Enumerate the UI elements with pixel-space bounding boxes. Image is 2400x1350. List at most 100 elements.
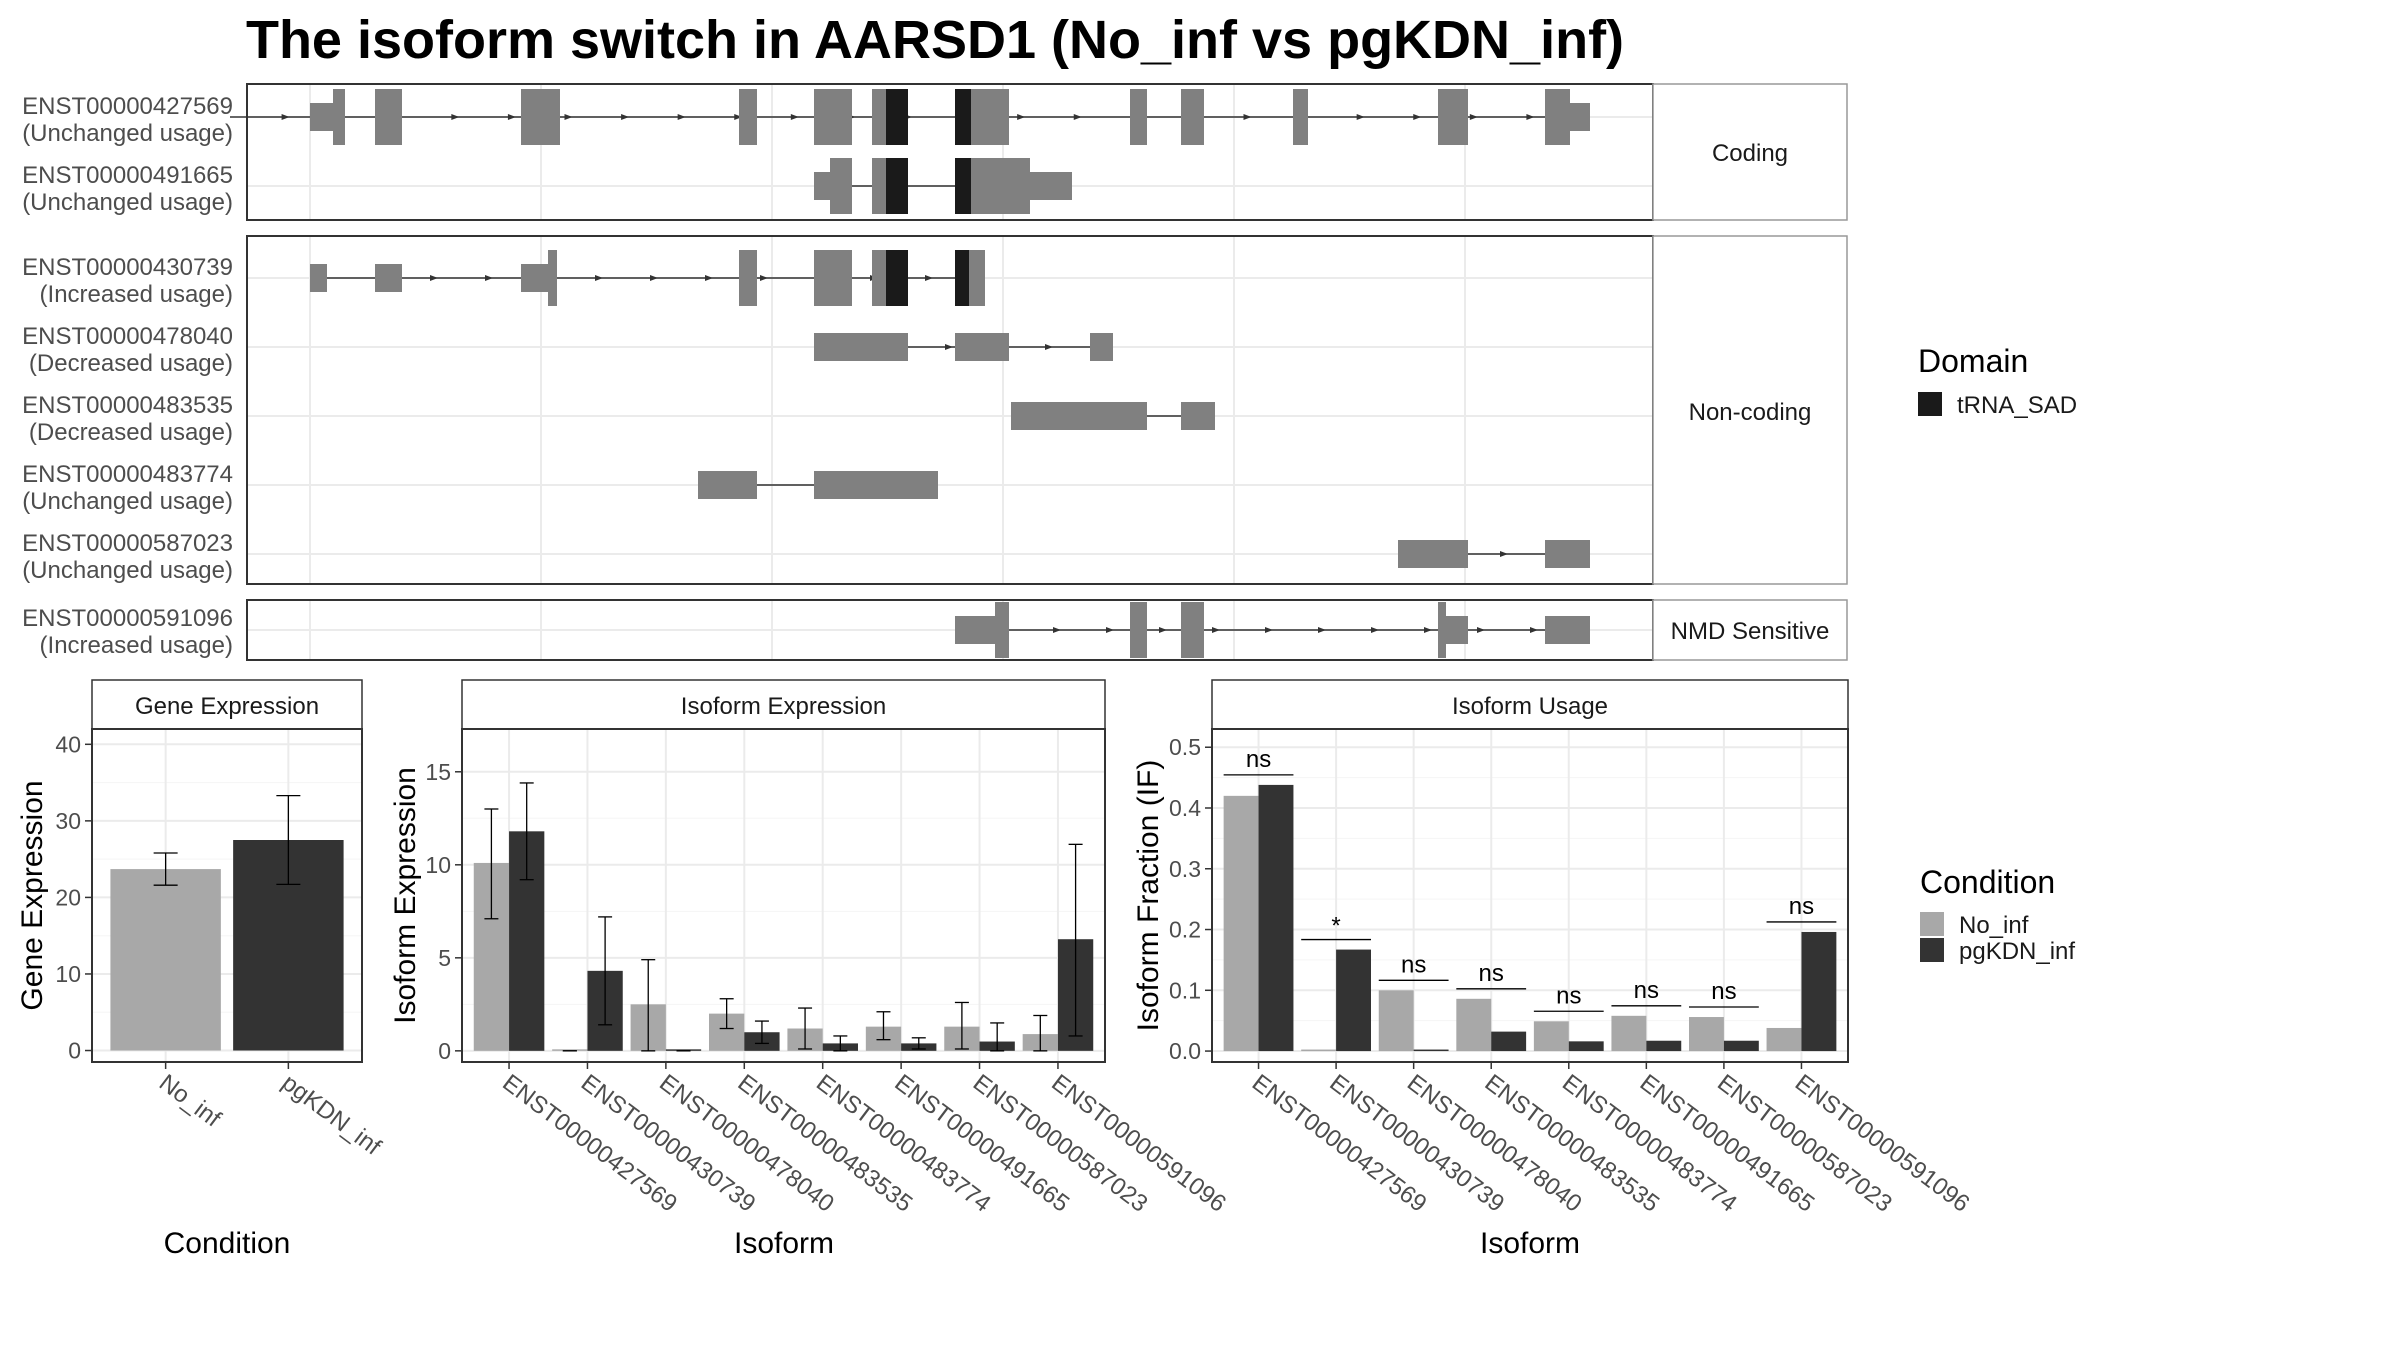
- strand-arrow: [1073, 114, 1082, 120]
- strand-arrow: [925, 275, 933, 281]
- significance-label: *: [1331, 913, 1340, 940]
- exon: [814, 172, 830, 200]
- isoform-row-id: ENST00000591096: [22, 605, 233, 632]
- strand-arrow: [507, 114, 516, 120]
- isoform-row-id: ENST00000483535: [22, 392, 233, 419]
- isoform-row-usage: (Unchanged usage): [22, 557, 233, 584]
- exon: [310, 264, 327, 292]
- isoform-row-usage: (Decreased usage): [29, 419, 233, 446]
- strand-arrow: [564, 114, 573, 120]
- exon: [830, 158, 852, 214]
- exon: [955, 89, 971, 145]
- strand-arrow: [595, 275, 603, 281]
- exon: [1545, 540, 1590, 568]
- exon: [872, 89, 886, 145]
- bar-pgKDN_inf-ENST00000430739: [1336, 949, 1371, 1052]
- exon: [1293, 89, 1308, 145]
- exon: [872, 158, 886, 214]
- chart-strip: [461, 679, 1106, 730]
- y-tick-label: 0: [68, 1038, 81, 1064]
- strand-arrow: [677, 114, 686, 120]
- coding-strip-label: Coding: [1712, 140, 1788, 167]
- exon: [375, 89, 402, 145]
- exon: [955, 250, 969, 306]
- chart-strip: [1211, 679, 1849, 730]
- bar-pgKDN_inf-ENST00000427569: [1258, 784, 1294, 1052]
- y-tick-label: 0.5: [1169, 734, 1201, 760]
- exon: [1181, 402, 1215, 430]
- y-tick-label: 0: [438, 1038, 451, 1064]
- nmd-strip: [1652, 599, 1848, 661]
- exon: [1130, 602, 1147, 658]
- strand-arrow: [1530, 627, 1538, 633]
- condition-legend-label-pgkdn-inf: pgKDN_inf: [1959, 938, 2075, 965]
- x-axis-title: Condition: [164, 1227, 291, 1260]
- x-axis-title: Isoform: [734, 1227, 834, 1260]
- bar-No_inf: [110, 869, 221, 1051]
- strand-arrow: [1318, 627, 1326, 633]
- significance-label: ns: [1479, 960, 1504, 987]
- bar-No_inf-ENST00000483535: [1456, 998, 1492, 1052]
- y-tick-label: 0.2: [1169, 917, 1201, 943]
- strand-arrow: [451, 114, 460, 120]
- chart-strip-title: Isoform Expression: [681, 693, 886, 720]
- condition-legend-swatch-no-inf: [1920, 912, 1944, 936]
- strand-arrow: [1469, 114, 1478, 120]
- y-tick-label: 10: [55, 961, 81, 987]
- exon: [310, 103, 333, 131]
- chart-strip: [91, 679, 363, 730]
- exon: [521, 264, 548, 292]
- x-axis-title: Isoform: [1480, 1227, 1580, 1260]
- strand-arrow: [1106, 627, 1114, 633]
- y-tick-label: 0.1: [1169, 977, 1201, 1003]
- strand-arrow: [1159, 627, 1167, 633]
- exon: [814, 471, 938, 499]
- strand-arrow: [1371, 627, 1379, 633]
- y-tick-label: 0.4: [1169, 795, 1201, 821]
- y-axis-title: Gene Expression: [16, 780, 49, 1010]
- y-tick-label: 5: [438, 945, 451, 971]
- nmd-strip-label: NMD Sensitive: [1671, 618, 1830, 645]
- strand-arrow: [734, 114, 743, 120]
- strand-arrow: [1356, 114, 1365, 120]
- exon: [971, 158, 1030, 214]
- strand-arrow: [1212, 627, 1220, 633]
- exon: [1130, 89, 1147, 145]
- exon: [739, 250, 757, 306]
- isoform-row-usage: (Unchanged usage): [22, 189, 233, 216]
- exon: [521, 89, 560, 145]
- significance-label: ns: [1634, 977, 1659, 1004]
- bar-No_inf-ENST00000591096: [1766, 1027, 1802, 1052]
- exon: [739, 89, 757, 145]
- strand-arrow: [790, 114, 799, 120]
- bar-pgKDN_inf-ENST00000483774: [1568, 1041, 1604, 1052]
- bar-No_inf-ENST00000483774: [1533, 1021, 1569, 1052]
- y-tick-label: 0.0: [1169, 1038, 1201, 1064]
- strand-arrow: [281, 114, 290, 120]
- y-tick-label: 0.3: [1169, 856, 1201, 882]
- isoform-structure-panel: Coding Non-coding NMD Sensitive ENST0000…: [22, 83, 1848, 661]
- y-tick-label: 30: [55, 808, 81, 834]
- exon: [886, 89, 908, 145]
- exon: [1446, 616, 1468, 644]
- strand-arrow: [430, 275, 438, 281]
- isoform-row-id: ENST00000430739: [22, 254, 233, 281]
- chart-frame: [1211, 728, 1849, 1063]
- exon: [971, 89, 1009, 145]
- strand-arrow: [1053, 627, 1061, 633]
- exon: [955, 158, 971, 214]
- bar-No_inf-ENST00000587023: [1689, 1017, 1724, 1052]
- condition-legend-title: Condition: [1920, 864, 2055, 900]
- exon: [1181, 89, 1204, 145]
- y-axis-title: Isoform Expression: [389, 767, 422, 1024]
- exon: [1545, 616, 1590, 644]
- strand-arrow: [1500, 551, 1508, 557]
- condition-legend-label-no-inf: No_inf: [1959, 912, 2029, 939]
- significance-label: ns: [1789, 893, 1814, 920]
- bar-pgKDN_inf-ENST00000478040: [665, 1049, 702, 1051]
- strand-arrow: [1526, 114, 1535, 120]
- domain-legend-swatch: [1918, 392, 1942, 416]
- exon: [1011, 402, 1147, 430]
- condition-legend: Condition No_inf pgKDN_inf: [1920, 864, 2075, 965]
- exon: [1545, 89, 1570, 145]
